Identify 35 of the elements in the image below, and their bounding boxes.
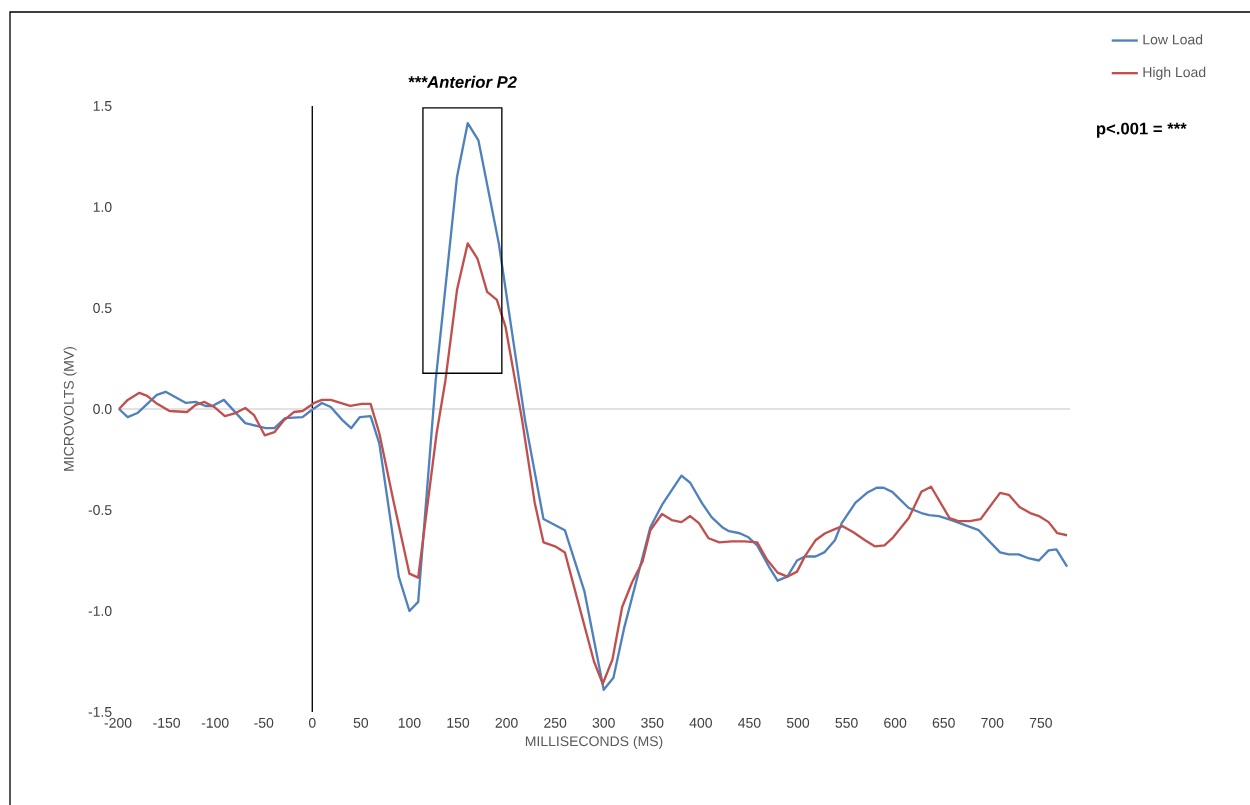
- x-tick-label: 250: [544, 717, 567, 728]
- x-tick-label: 750: [1029, 717, 1052, 728]
- x-tick-label: 400: [689, 717, 712, 728]
- y-tick-label: 0.0: [93, 404, 112, 414]
- x-tick-label: 200: [495, 717, 518, 728]
- line-series: [117, 122, 1069, 691]
- x-tick-label: -200: [104, 717, 132, 728]
- x-tick-label: 0: [308, 717, 316, 728]
- legend-label: High Load: [1143, 66, 1206, 80]
- x-tick-label: 300: [592, 717, 615, 728]
- x-tick-label: 550: [835, 717, 858, 728]
- y-tick-label: 0.5: [93, 303, 112, 313]
- x-tick-label: 600: [884, 717, 907, 728]
- x-tick-label: 50: [353, 717, 369, 728]
- x-tick-label: 100: [398, 717, 421, 728]
- text: ***Anterior P2: [408, 75, 517, 88]
- y-tick-label: -1.0: [88, 606, 112, 616]
- y-tick-label: 1.5: [93, 101, 112, 111]
- x-tick-label: -100: [201, 717, 229, 728]
- x-tick-label: -150: [153, 717, 181, 728]
- x-tick-label: 700: [981, 717, 1004, 728]
- legend-label: Low Load: [1143, 34, 1203, 45]
- x-tick-label: 650: [932, 717, 955, 728]
- x-tick-label: -50: [254, 717, 274, 728]
- x-tick-label: 350: [641, 717, 664, 728]
- y-tick-label: -1.5: [88, 707, 112, 717]
- x-tick-label: 500: [786, 717, 810, 728]
- text: p<.001 = ***: [1096, 122, 1187, 138]
- y-axis-title: MICROVOLTS (MV): [63, 347, 77, 471]
- x-tick-label: 150: [447, 717, 470, 728]
- x-tick-label: 450: [738, 717, 761, 728]
- line-series: [117, 242, 1069, 685]
- x-axis-title: MILLISECONDS (MS): [525, 735, 663, 749]
- y-tick-label: -0.5: [88, 505, 112, 515]
- y-tick-label: 1.0: [93, 202, 112, 212]
